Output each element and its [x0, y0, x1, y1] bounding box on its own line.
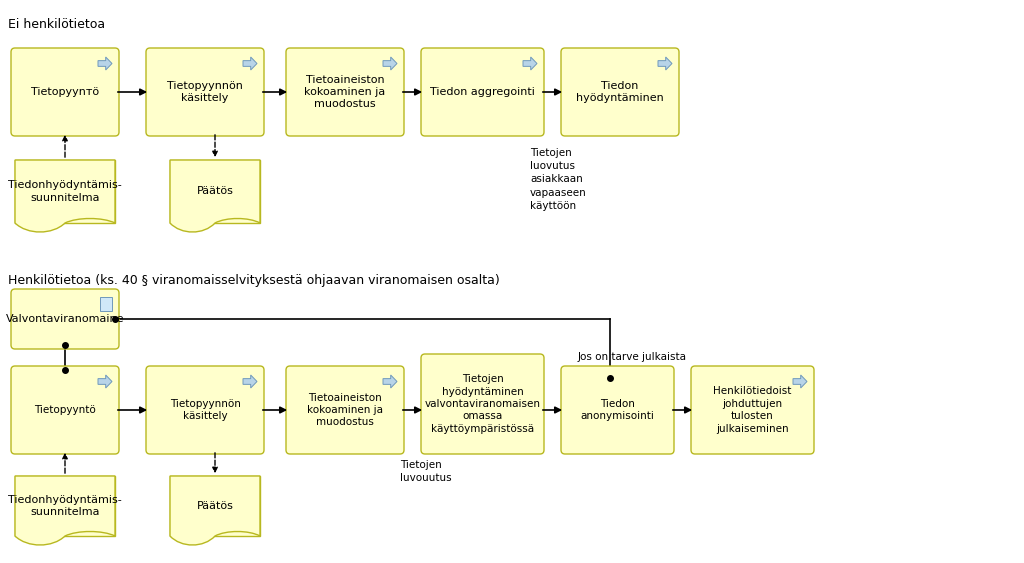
Polygon shape — [523, 57, 537, 70]
PathPatch shape — [170, 476, 260, 545]
Text: Tietoaineiston
kokoaminen ja
muodostus: Tietoaineiston kokoaminen ja muodostus — [304, 75, 386, 109]
Text: Tietojen
hyödyntäminen
valvontaviranomaisen
omassa
käyttöympäristössä: Tietojen hyödyntäminen valvontaviranomai… — [425, 374, 541, 434]
FancyBboxPatch shape — [286, 48, 404, 136]
Text: Tietopyyntö: Tietopyyntö — [34, 405, 96, 415]
PathPatch shape — [170, 160, 260, 232]
FancyBboxPatch shape — [15, 160, 115, 223]
FancyBboxPatch shape — [286, 366, 404, 454]
FancyBboxPatch shape — [170, 476, 260, 536]
Text: Tietopyynтö: Tietopyynтö — [31, 87, 99, 97]
PathPatch shape — [15, 476, 115, 545]
Text: Tiedon
hyödyntäminen: Tiedon hyödyntäminen — [577, 81, 664, 103]
Text: Tietoaineiston
kokoaminen ja
muodostus: Tietoaineiston kokoaminen ja muodostus — [307, 392, 383, 427]
FancyBboxPatch shape — [561, 366, 674, 454]
Polygon shape — [383, 375, 397, 388]
FancyBboxPatch shape — [11, 289, 119, 349]
FancyBboxPatch shape — [421, 354, 544, 454]
Text: Henkilötietoa (ks. 40 § viranomaisselvityksestä ohjaavan viranomaisen osalta): Henkilötietoa (ks. 40 § viranomaisselvit… — [8, 274, 500, 287]
Text: Tiedonhyödyntämis-
suunnitelma: Tiedonhyödyntämis- suunnitelma — [8, 180, 122, 203]
Text: Tietojen
luvouutus: Tietojen luvouutus — [400, 460, 452, 483]
Text: Jos on tarve julkaista: Jos on tarve julkaista — [578, 352, 687, 362]
Text: Tiedon aggregointi: Tiedon aggregointi — [430, 87, 535, 97]
Text: Tietopyynnön
käsittely: Tietopyynnön käsittely — [170, 399, 241, 421]
Text: Tietopyynnön
käsittely: Tietopyynnön käsittely — [167, 81, 243, 103]
Polygon shape — [243, 57, 257, 70]
Text: Päätös: Päätös — [197, 501, 233, 511]
FancyBboxPatch shape — [15, 476, 115, 536]
FancyBboxPatch shape — [100, 297, 112, 311]
Text: Tietojen
luovutus
asiakkaan
vapaaseen
käyttöön: Tietojen luovutus asiakkaan vapaaseen kä… — [530, 148, 587, 211]
Polygon shape — [243, 375, 257, 388]
Polygon shape — [98, 375, 112, 388]
FancyBboxPatch shape — [421, 48, 544, 136]
Polygon shape — [98, 57, 112, 70]
Text: Tiedon
anonymisointi: Tiedon anonymisointi — [581, 399, 654, 421]
FancyBboxPatch shape — [561, 48, 679, 136]
FancyBboxPatch shape — [11, 48, 119, 136]
FancyBboxPatch shape — [146, 366, 264, 454]
Text: Päätös: Päätös — [197, 186, 233, 196]
FancyBboxPatch shape — [170, 160, 260, 223]
FancyBboxPatch shape — [691, 366, 814, 454]
FancyBboxPatch shape — [11, 366, 119, 454]
Text: Valvontaviranomaine: Valvontaviranomaine — [6, 314, 124, 324]
FancyBboxPatch shape — [146, 48, 264, 136]
Polygon shape — [658, 57, 672, 70]
Polygon shape — [383, 57, 397, 70]
Polygon shape — [793, 375, 807, 388]
PathPatch shape — [15, 160, 115, 232]
Text: Henkilötiedoist
johduttujen
tulosten
julkaiseminen: Henkilötiedoist johduttujen tulosten jul… — [714, 386, 792, 434]
Text: Tiedonhyödyntämis-
suunnitelma: Tiedonhyödyntämis- suunnitelma — [8, 495, 122, 517]
Text: Ei henkilötietoa: Ei henkilötietoa — [8, 18, 105, 31]
